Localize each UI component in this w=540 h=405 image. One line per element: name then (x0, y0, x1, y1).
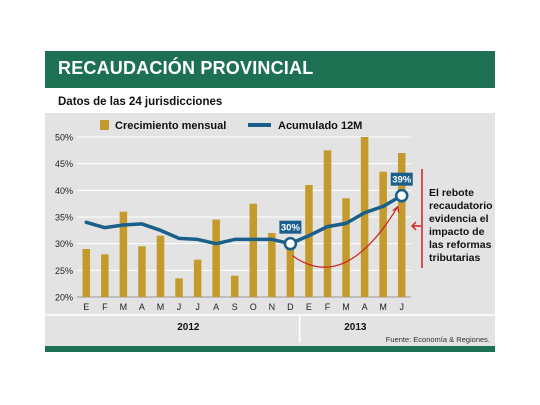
source-note: Fuente: Economía & Regiones. (386, 335, 490, 344)
marker-badge (279, 220, 302, 234)
chart-panel: 20% 25% 30% 35% 40% 45% 50% 30% 39% E F M A M J J A S O N… (45, 113, 495, 347)
x-tick-label: J (195, 302, 200, 312)
legend: Crecimiento mensual Acumulado 12M (100, 120, 362, 132)
marker-badge (390, 172, 413, 186)
year-label: 2012 (177, 322, 200, 333)
annotation-line: evidencia el (429, 213, 489, 225)
marker-point (394, 188, 409, 203)
x-tick-label: A (213, 302, 219, 312)
header-banner: RECAUDACIÓN PROVINCIAL (45, 51, 495, 88)
annotation-line: las reformas (429, 239, 492, 251)
bar (138, 246, 146, 297)
footer-bar (45, 346, 495, 352)
x-tick-label: A (362, 302, 368, 312)
legend-bar-swatch (100, 120, 109, 130)
marker-label: 39% (392, 175, 412, 186)
bar (175, 278, 183, 297)
bar (193, 259, 202, 297)
bar (286, 238, 295, 297)
legend-line-swatch (248, 123, 271, 127)
x-tick-label: J (399, 302, 404, 312)
x-tick-label: M (120, 302, 128, 312)
marker-label: 30% (281, 223, 301, 234)
y-tick-label: 35% (55, 213, 73, 223)
legend-line-label: Acumulado 12M (278, 120, 362, 132)
bar (230, 275, 239, 297)
bar (379, 171, 387, 297)
bar (342, 198, 350, 297)
x-tick-label: E (306, 302, 312, 312)
bar (323, 150, 332, 297)
x-tick-label: O (250, 302, 257, 312)
bar (249, 203, 258, 297)
annotation: El rebote recaudatorio evidencia el impa… (411, 169, 493, 268)
x-tick-label: M (379, 302, 387, 312)
bar (156, 235, 165, 297)
rebound-curve (292, 206, 399, 268)
x-tick-label: S (232, 302, 238, 312)
bar (360, 137, 369, 297)
chart: 20% 25% 30% 35% 40% 45% 50% 30% 39% E F M A M J J A S O N… (45, 120, 495, 344)
arrowhead-icon (392, 205, 400, 213)
bar (101, 254, 109, 297)
y-tick-label: 25% (55, 266, 73, 276)
x-tick-label: D (287, 302, 294, 312)
x-tick-label: F (325, 302, 331, 312)
rebound-arrow (292, 205, 400, 268)
bar (268, 233, 276, 297)
y-tick-label: 30% (55, 239, 73, 249)
y-tick-label: 45% (55, 159, 73, 169)
year-axis: 2012 2013 (45, 314, 495, 343)
page-title: RECAUDACIÓN PROVINCIAL (58, 58, 314, 78)
y-axis-ticks: 20% 25% 30% 35% 40% 45% 50% (55, 133, 73, 303)
value-markers: 30% 39% (279, 172, 413, 251)
chart-subtitle: Datos de las 24 jurisdicciones (58, 96, 223, 108)
bar (397, 153, 406, 297)
x-tick-label: J (177, 302, 182, 312)
x-tick-label: F (102, 302, 108, 312)
x-tick-label: N (269, 302, 276, 312)
annotation-line: recaudatorio (429, 200, 493, 212)
y-tick-label: 20% (55, 293, 73, 303)
bar-series (82, 137, 406, 297)
grid (77, 136, 411, 298)
series-line (84, 193, 404, 246)
y-tick-label: 50% (55, 133, 73, 143)
y-tick-label: 40% (55, 186, 73, 196)
bar (82, 249, 91, 297)
bar (212, 219, 220, 297)
annotation-line: El rebote (429, 187, 474, 199)
bar (119, 211, 128, 297)
annotation-line: impacto de (429, 226, 485, 238)
annotation-arrow-icon (411, 221, 421, 231)
marker-point (283, 236, 298, 251)
x-tick-label: E (83, 302, 89, 312)
x-tick-label: M (342, 302, 350, 312)
annotation-line: tributarias (429, 252, 481, 264)
legend-bar-label: Crecimiento mensual (115, 120, 226, 132)
year-label: 2013 (344, 322, 367, 333)
line-series (84, 193, 404, 246)
bar (305, 185, 313, 297)
x-tick-label: M (157, 302, 165, 312)
x-tick-label: A (139, 302, 145, 312)
